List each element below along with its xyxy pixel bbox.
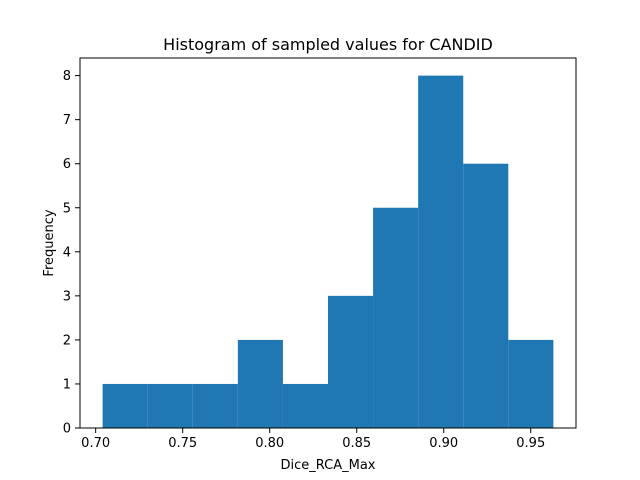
histogram-bar [147, 383, 193, 428]
x-tick-label: 0.75 [168, 436, 197, 451]
x-tick-label: 0.95 [516, 436, 545, 451]
histogram-bar [192, 383, 238, 428]
histogram-bars [102, 75, 554, 428]
y-axis: 0 1 2 3 4 5 6 7 8 [63, 69, 80, 437]
y-tick-label: 2 [63, 333, 71, 348]
x-tick-label: 0.70 [81, 436, 110, 451]
histogram-bar [328, 295, 374, 428]
x-tick-label: 0.85 [342, 436, 371, 451]
y-tick-label: 4 [63, 245, 71, 260]
x-axis-label: Dice_RCA_Max [281, 458, 376, 473]
histogram-bar [282, 383, 328, 428]
y-tick-label: 8 [63, 69, 71, 84]
y-tick-label: 3 [63, 289, 71, 304]
histogram-bar [237, 339, 283, 428]
x-tick-label: 0.80 [255, 436, 284, 451]
y-tick-label: 1 [63, 377, 71, 392]
histogram-bar [418, 75, 464, 428]
y-tick-label: 0 [63, 422, 71, 437]
x-axis: 0.70 0.75 0.80 0.85 0.90 0.95 [81, 428, 545, 451]
y-tick-label: 6 [63, 157, 71, 172]
y-axis-label: Frequency [42, 209, 57, 276]
y-tick-label: 5 [63, 201, 71, 216]
x-tick-label: 0.90 [429, 436, 458, 451]
histogram-bar [508, 339, 554, 428]
plot-frame [79, 57, 577, 429]
histogram-bar [463, 163, 509, 428]
histogram-bar [373, 207, 419, 428]
y-tick-label: 7 [63, 113, 71, 128]
chart-title: Histogram of sampled values for CANDID [163, 35, 493, 54]
histogram-bar [102, 383, 148, 428]
